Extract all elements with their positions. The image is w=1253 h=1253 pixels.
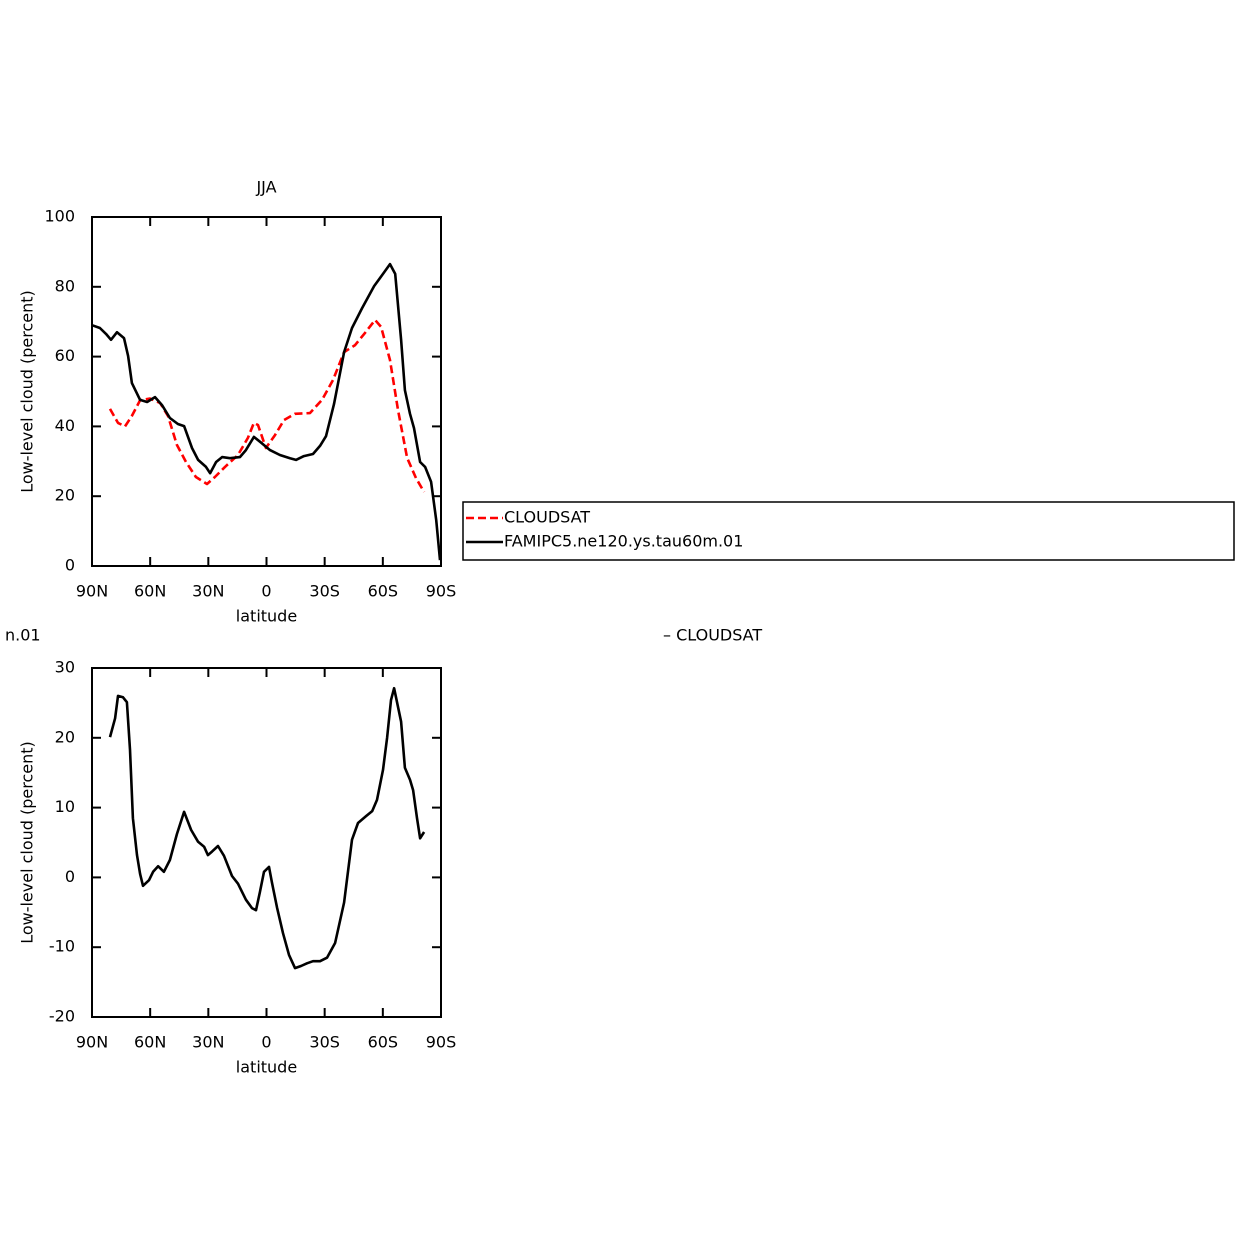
y-tick-label: 20 (55, 727, 75, 746)
x-tick-label: 90N (76, 1033, 108, 1052)
y-tick-label: 10 (55, 797, 75, 816)
y-tick-label: 80 (55, 276, 75, 295)
chart-title: JJA (255, 178, 276, 197)
y-tick-label: 20 (55, 486, 75, 505)
x-tick-label: 60N (134, 582, 166, 601)
data-line (108, 686, 426, 970)
x-tick-label: 30S (309, 582, 340, 601)
chart-title-left: n.01 (5, 626, 41, 645)
legend-box (462, 501, 1235, 561)
x-tick-label: 60S (368, 582, 399, 601)
y-tick-label: 0 (65, 556, 75, 575)
x-tick-label: 30N (192, 1033, 224, 1052)
y-tick-label: -10 (49, 937, 75, 956)
y-tick-label: 0 (65, 867, 75, 886)
plot-frame (91, 216, 442, 567)
x-axis-label: latitude (236, 1058, 297, 1077)
x-tick-label: 0 (261, 1033, 271, 1052)
x-tick-label: 30N (192, 582, 224, 601)
data-line (91, 262, 442, 561)
y-axis-label: Low-level cloud (percent) (18, 741, 37, 944)
x-axis-label: latitude (236, 607, 297, 626)
legend-label: CLOUDSAT (504, 508, 590, 527)
y-axis-label: Low-level cloud (percent) (18, 290, 37, 493)
y-tick-label: 60 (55, 346, 75, 365)
x-tick-label: 90S (426, 582, 457, 601)
x-tick-label: 90S (426, 1033, 457, 1052)
x-tick-label: 90N (76, 582, 108, 601)
x-tick-label: 0 (261, 582, 271, 601)
y-tick-label: 100 (44, 207, 75, 226)
data-line (108, 318, 426, 493)
legend-label: FAMIPC5.ne120.ys.tau60m.01 (504, 532, 743, 551)
y-tick-label: 40 (55, 416, 75, 435)
x-tick-label: 60S (368, 1033, 399, 1052)
x-tick-label: 30S (309, 1033, 340, 1052)
x-tick-label: 60N (134, 1033, 166, 1052)
chart-title-right: – CLOUDSAT (663, 626, 762, 645)
y-tick-label: 30 (55, 658, 75, 677)
y-tick-label: -20 (49, 1007, 75, 1026)
